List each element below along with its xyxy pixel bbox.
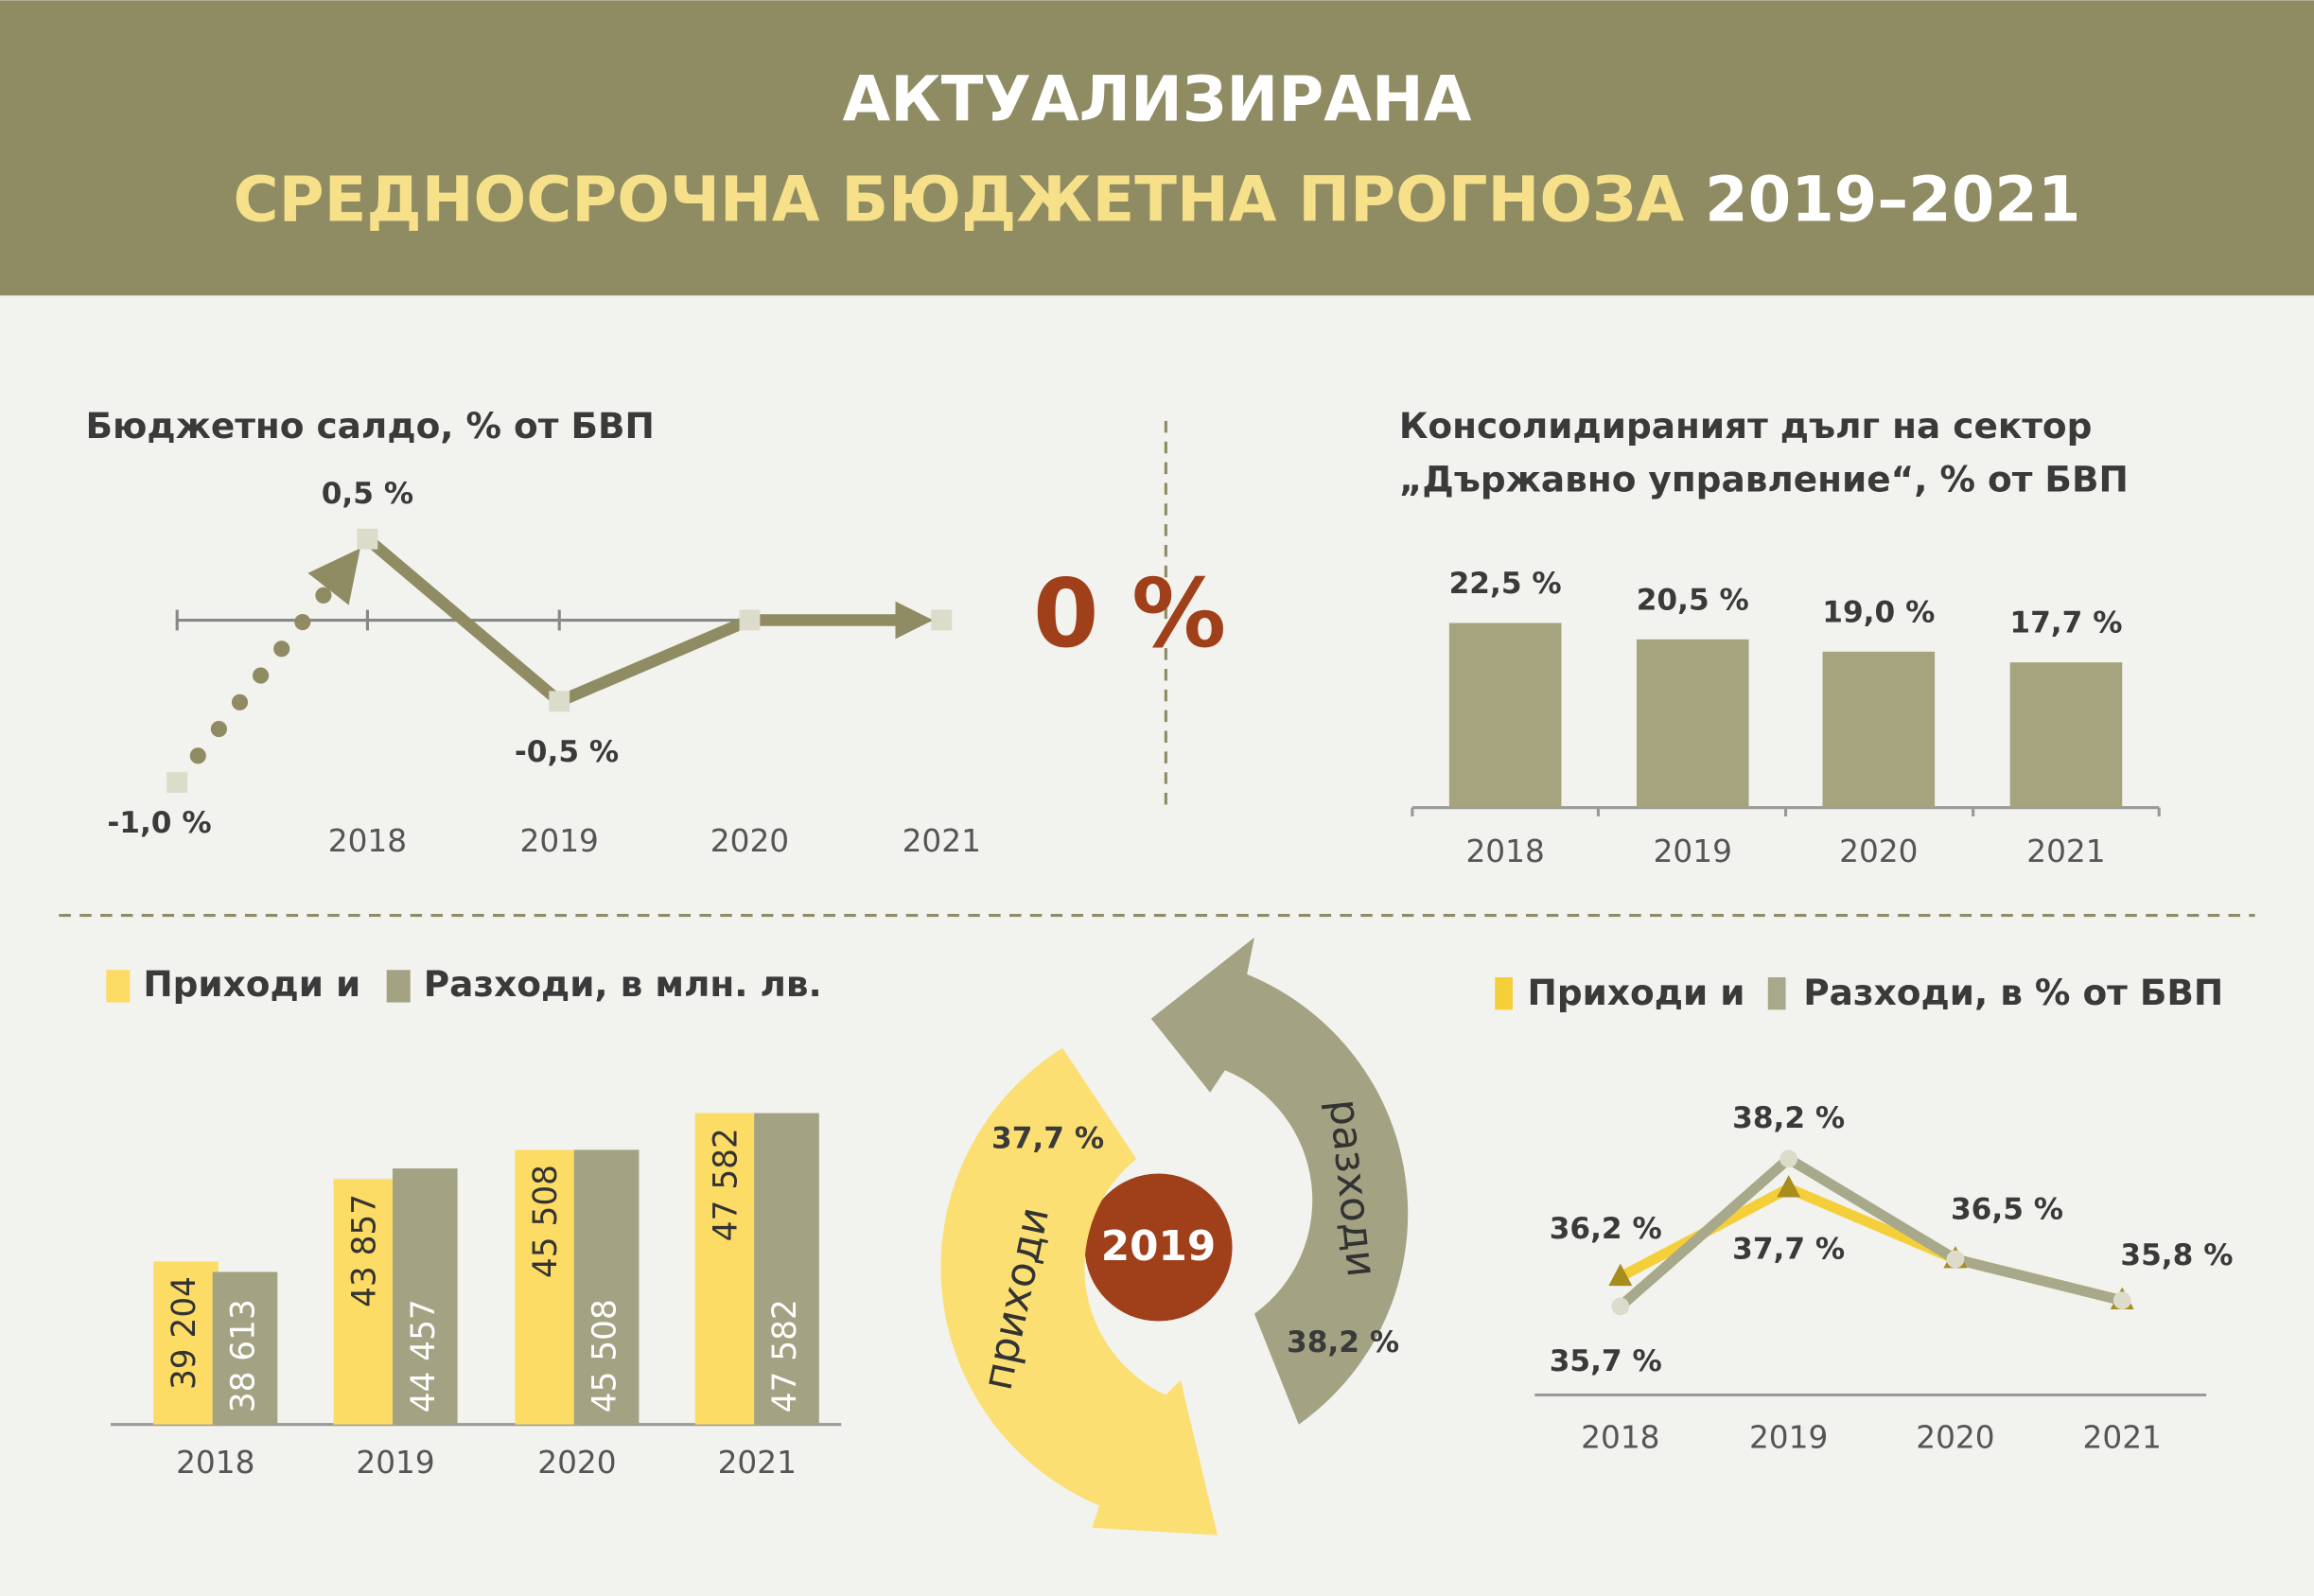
point-marker: [2112, 1291, 2131, 1310]
legend-swatch: [386, 970, 411, 1003]
header-title: АКТУАЛИЗИРАНА: [843, 64, 1472, 136]
x-tick-label: 2021: [718, 1445, 797, 1481]
line: [1617, 1153, 2124, 1311]
x-tick-label: 2020: [537, 1445, 616, 1481]
x-tick-label: 2018: [328, 823, 407, 859]
line: [363, 534, 934, 708]
x-tick-label: 2019: [1749, 1419, 1828, 1455]
data-label: -1,0 %: [107, 806, 211, 840]
x-tick-label: 2021: [2083, 1419, 2162, 1455]
x-tick-label: 2019: [356, 1445, 434, 1481]
legend-label: Приходи и: [1528, 972, 1745, 1013]
header-subtitle: СРЕДНОСРОЧНА БЮДЖЕТНА ПРОГНОЗА 2019–2021: [234, 165, 2081, 237]
data-label: 43 857: [345, 1194, 383, 1307]
point-marker: [1779, 1149, 1798, 1168]
bar: [1822, 651, 1936, 808]
data-label: -0,5 %: [515, 735, 619, 769]
x-tick-label: 2020: [1916, 1419, 1994, 1455]
data-label: 36,2 %: [1550, 1212, 1662, 1246]
data-label: 39 204: [166, 1276, 203, 1390]
point-marker: [1777, 1175, 1801, 1198]
data-label: 22,5 %: [1449, 567, 1562, 601]
point-marker: [549, 691, 570, 712]
data-label: 37,7 %: [991, 1122, 1104, 1156]
data-label: 38,2 %: [1287, 1325, 1399, 1359]
data-label: 19,0 %: [1822, 595, 1935, 629]
bar: [694, 1113, 761, 1425]
data-label: 36,5 %: [1951, 1193, 2063, 1227]
x-tick-label: 2019: [1654, 833, 1732, 869]
data-label: 38,2 %: [1732, 1101, 1845, 1135]
data-label: 45 508: [587, 1299, 624, 1412]
x-tick-label: 2021: [903, 823, 981, 859]
point-marker: [739, 609, 761, 631]
data-label: 47 582: [766, 1299, 804, 1412]
x-tick-label: 2020: [710, 823, 789, 859]
bar: [1636, 639, 1749, 808]
cycle-center: [1084, 1173, 1233, 1322]
bar: [573, 1149, 640, 1425]
point-marker: [1608, 1263, 1633, 1287]
bar: [754, 1113, 819, 1425]
point-marker: [1946, 1250, 1965, 1269]
bar: [392, 1168, 458, 1425]
period: 2019–2021: [1705, 165, 2080, 237]
x-tick-label: 2018: [1581, 1419, 1659, 1455]
legend-swatch: [1767, 977, 1786, 1010]
legend-label: Разходи, в млн. лв.: [424, 963, 822, 1005]
x-tick-label: 2020: [1839, 833, 1918, 869]
point-marker: [357, 528, 378, 550]
data-label: 44 457: [405, 1299, 443, 1412]
header-band: [0, 0, 2314, 296]
chart-title: „Държавно управление“, % от БВП: [1399, 458, 2129, 500]
line-dotted: [168, 548, 360, 791]
x-tick-label: 2018: [176, 1445, 254, 1481]
data-label: 38 613: [224, 1299, 262, 1412]
data-label: 0,5 %: [322, 477, 413, 511]
bar: [2009, 662, 2123, 808]
data-label: 0 %: [1033, 558, 1226, 669]
point-marker: [931, 609, 953, 631]
data-label: 17,7 %: [2009, 606, 2122, 640]
cycle-arrow: [1150, 937, 1409, 1425]
legend-swatch: [106, 970, 131, 1003]
x-tick-label: 2021: [2026, 833, 2105, 869]
data-label: 45 508: [527, 1165, 565, 1278]
bar: [515, 1149, 581, 1425]
bar: [212, 1272, 278, 1425]
point-marker: [167, 772, 188, 794]
cycle-center-label: 2019: [1101, 1222, 1217, 1271]
chart-title: Консолидираният дълг на сектор: [1399, 405, 2093, 447]
chart-title: Бюджетно салдо, % от БВП: [85, 405, 654, 447]
legend-label: Приходи и: [143, 963, 360, 1005]
legend-label: Разходи, в % от БВП: [1803, 972, 2223, 1013]
legend-swatch: [1495, 977, 1513, 1010]
cycle-arrow: [940, 1047, 1218, 1535]
data-label: 35,8 %: [2120, 1238, 2233, 1272]
bar: [153, 1261, 219, 1425]
data-label: 20,5 %: [1637, 583, 1749, 617]
bar: [333, 1179, 399, 1425]
subtitle: СРЕДНОСРОЧНА БЮДЖЕТНА ПРОГНОЗА: [234, 165, 1685, 237]
x-tick-label: 2018: [1465, 833, 1544, 869]
point-marker: [1611, 1297, 1630, 1316]
data-label: 47 582: [708, 1128, 745, 1241]
bar: [1448, 623, 1562, 808]
data-label: 35,7 %: [1550, 1344, 1662, 1378]
x-tick-label: 2019: [520, 823, 599, 859]
data-label: 37,7 %: [1732, 1233, 1845, 1267]
